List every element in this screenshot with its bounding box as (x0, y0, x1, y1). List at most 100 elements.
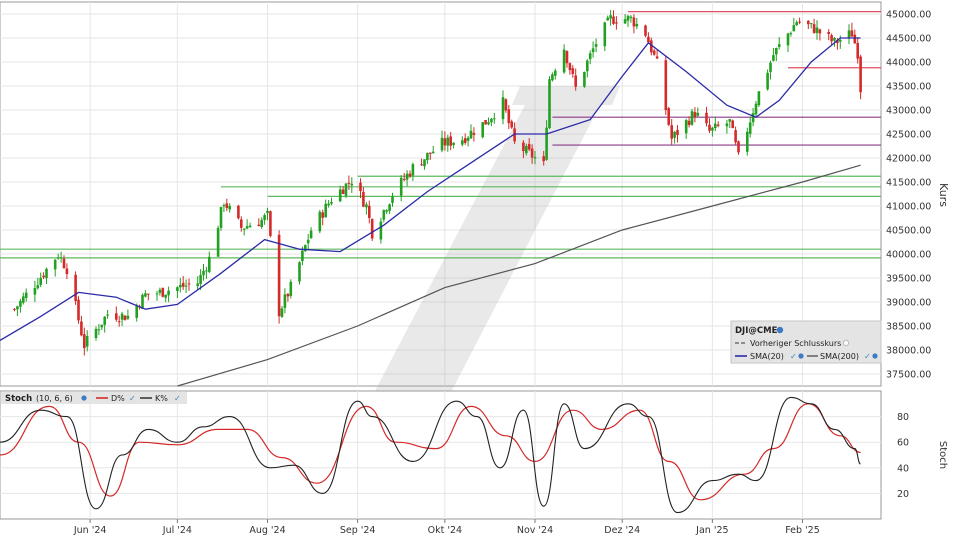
x-tick-label: Dez '24 (604, 525, 640, 536)
candle-up (481, 122, 484, 138)
candle-up (426, 152, 429, 161)
candle-up (501, 97, 505, 120)
candle-up (469, 130, 473, 139)
candle-down (818, 29, 822, 34)
legend-sma200: SMA(200) (820, 352, 859, 361)
sma20-settings-icon[interactable] (798, 353, 804, 359)
candle-down (161, 288, 165, 297)
candle-up (385, 210, 388, 212)
candle-up (792, 25, 796, 32)
candle-down (731, 120, 734, 129)
candle-up (202, 270, 205, 276)
candle-down (574, 75, 577, 87)
candle-up (751, 113, 755, 123)
candle-up (446, 137, 450, 146)
candle-down (568, 63, 572, 71)
candle-down (484, 120, 487, 125)
candle-up (327, 203, 330, 206)
candle-up (141, 294, 144, 309)
candle-up (16, 306, 19, 310)
candle-up (725, 123, 729, 127)
candle-up (586, 60, 589, 72)
candle-down (269, 211, 272, 236)
stoch-settings-icon[interactable] (81, 395, 87, 401)
candle-up (440, 137, 444, 151)
candle-up (809, 23, 813, 25)
candle-up (97, 329, 101, 331)
d-check-icon[interactable]: ✓ (129, 394, 136, 403)
candle-down (647, 36, 650, 43)
price-tick-label: 43000.00 (886, 106, 931, 117)
candle-down (542, 156, 545, 162)
candle-down (62, 258, 66, 269)
candle-down (644, 25, 647, 36)
candle-down (850, 30, 854, 37)
candle-up (205, 270, 208, 272)
x-tick-label: Jun '24 (73, 525, 107, 536)
candle-down (737, 141, 740, 153)
candle-up (228, 205, 231, 210)
candle-down (807, 20, 810, 25)
candle-down (655, 56, 659, 59)
candle-up (306, 239, 310, 244)
candle-up (399, 177, 403, 196)
candle-up (164, 294, 167, 298)
candle-down (734, 130, 737, 143)
candle-up (839, 39, 842, 42)
candle-up (431, 151, 435, 154)
candle-up (199, 274, 202, 284)
candle-up (309, 230, 313, 239)
stoch-tick-label: 80 (897, 412, 909, 423)
candle-down (650, 40, 653, 53)
prev-close-toggle-icon[interactable] (842, 339, 850, 347)
candle-up (769, 62, 772, 72)
candle-up (777, 44, 781, 48)
candle-up (786, 33, 790, 46)
candle-down (693, 112, 697, 117)
k-check-icon[interactable]: ✓ (174, 394, 181, 403)
candle-up (324, 203, 327, 218)
candle-up (815, 27, 819, 33)
candle-down (513, 128, 516, 142)
stoch-legend-d: D% (111, 394, 125, 403)
candle-up (22, 296, 25, 303)
candle-up (728, 119, 732, 122)
candle-up (452, 142, 455, 146)
candle-up (100, 324, 104, 328)
price-tick-label: 44500.00 (886, 34, 931, 45)
price-tick-label: 39500.00 (886, 274, 931, 285)
candle-up (405, 173, 409, 180)
symbol-info-icon[interactable] (776, 326, 784, 334)
sma20-check-icon[interactable]: ✓ (790, 352, 797, 361)
candle-down (187, 283, 191, 285)
candle-up (245, 226, 249, 229)
x-tick-label: Nov '24 (517, 525, 553, 536)
candle-down (42, 275, 45, 278)
candle-up (684, 120, 688, 134)
candle-down (510, 121, 513, 128)
candle-up (106, 314, 109, 316)
legend-symbol: DJI@CME (735, 326, 778, 336)
candle-down (716, 124, 720, 126)
candle-up (176, 287, 179, 291)
candle-down (571, 68, 575, 74)
sma200-settings-icon[interactable] (872, 353, 878, 359)
candle-down (472, 132, 476, 135)
candle-up (263, 215, 266, 220)
sma200-check-icon[interactable]: ✓ (864, 352, 871, 361)
stoch-tick-label: 20 (897, 489, 909, 500)
candle-up (298, 262, 301, 282)
candle-up (533, 157, 537, 159)
candle-down (370, 219, 374, 239)
candle-up (289, 281, 293, 296)
candle-up (623, 19, 627, 24)
candle-up (635, 23, 639, 27)
candle-up (56, 257, 60, 259)
candle-down (147, 293, 150, 295)
candle-up (330, 202, 333, 204)
candle-up (248, 225, 252, 228)
candle-up (158, 289, 162, 293)
x-tick-label: Sep '24 (340, 525, 376, 536)
candle-up (554, 70, 557, 76)
candle-up (833, 38, 836, 41)
